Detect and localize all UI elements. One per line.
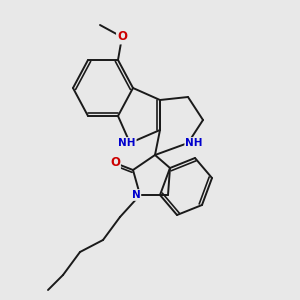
Text: N: N	[132, 190, 140, 200]
Text: O: O	[117, 31, 127, 44]
Text: NH: NH	[118, 138, 136, 148]
Text: O: O	[110, 157, 120, 169]
Text: NH: NH	[185, 138, 203, 148]
